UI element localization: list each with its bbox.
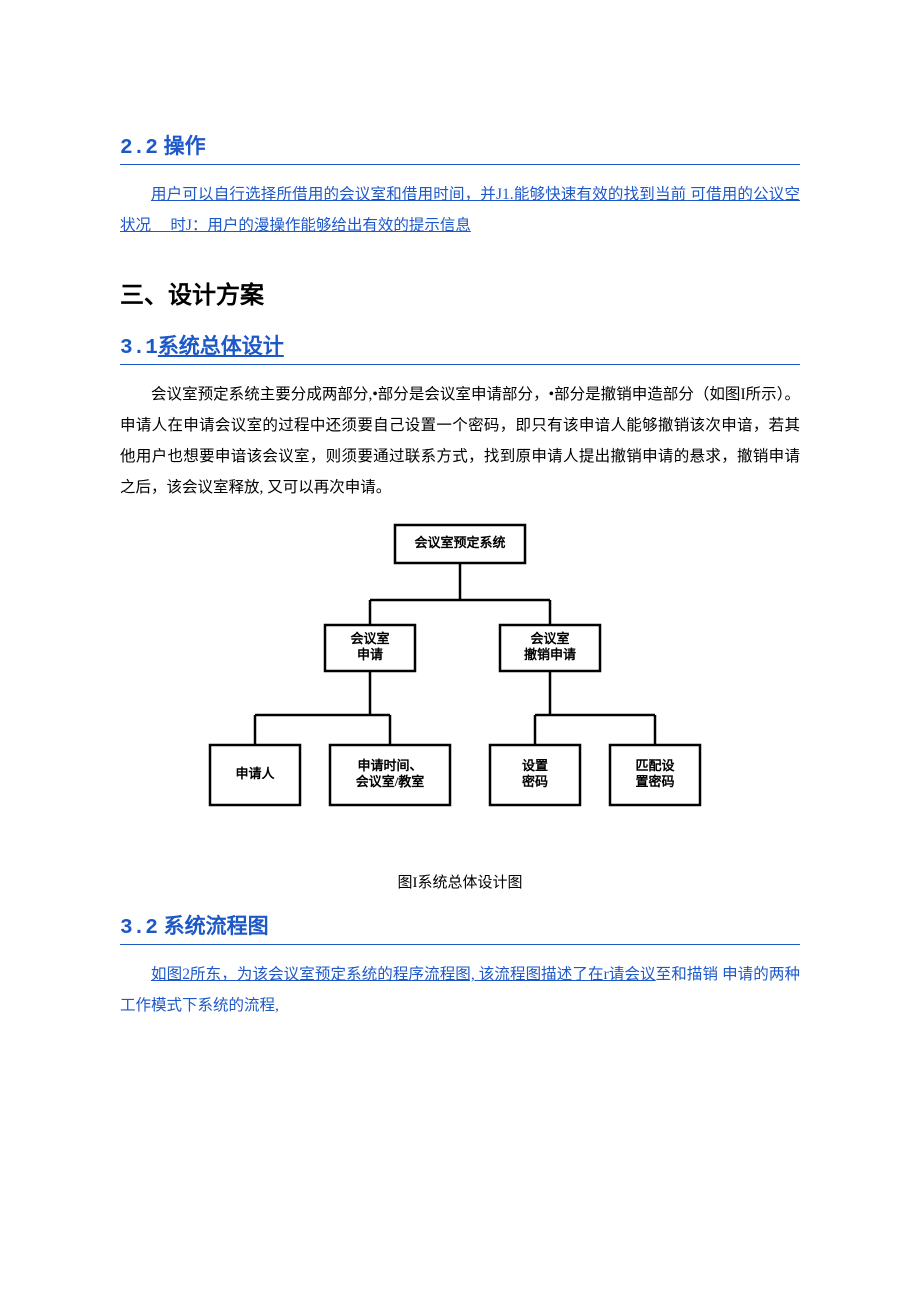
figure-1-tree-diagram: 会议室预定系统会议室申请会议室撤销申请申请⼈申请时间、会议室/教室设置密码匹配设…	[200, 515, 720, 865]
heading-3-2-num: 3.2	[120, 917, 158, 940]
section-3-2-body: 如图2所东，为该会议室预定系统的程序流程图, 该流程图描述了在r请会议⾄和描销 …	[120, 959, 800, 1021]
sec32-underlined: 如图2所东，为该会议室预定系统的程序流程图, 该流程图描述了在r请会议	[151, 966, 656, 983]
diagram-node-label: 设置密码	[521, 758, 548, 789]
heading-3-1-title: 系统总体设计	[158, 335, 284, 358]
heading-3-title: 三、设计⽅案	[120, 282, 264, 309]
section-2-2-body: 用户可以⾃⾏选择所借⽤的会议室和借⽤时间，并J1.能够快速有效的找到当前 可借⽤…	[120, 179, 800, 241]
section-3-1-body: 会议室预定系统主要分成两部分,•部分是会议室申请部分，•部分是撤销申造部分（如图…	[120, 379, 800, 503]
heading-2-2-title: 操作	[164, 135, 206, 158]
diagram-node-label: 匹配设置密码	[635, 758, 675, 789]
heading-3: 三、设计⽅案	[120, 275, 800, 310]
diagram-node-label: 会议室撤销申请	[524, 631, 576, 662]
sec22-seg3: 时J：⽤户的漫操作能够给出有效的提示信息	[170, 217, 471, 234]
sec22-seg1: 用户可以⾃⾏选择所借⽤的会议室和借⽤时间，并J1.能够快速有效的找到当前	[151, 186, 686, 203]
heading-2-2-num: 2.2	[120, 137, 158, 160]
heading-3-2-title: 系统流程图	[164, 915, 269, 938]
heading-3-1-num: 3.1	[120, 337, 158, 360]
heading-3-1: 3.1系统总体设计	[120, 330, 800, 365]
diagram-node-label: 申请⼈	[235, 766, 275, 781]
sec32-tail: ⾄和描销	[656, 966, 718, 983]
heading-2-2: 2.2 操作	[120, 130, 800, 165]
figure-1-caption: 图I系统总体设计图	[120, 871, 800, 892]
heading-3-2: 3.2 系统流程图	[120, 910, 800, 945]
diagram-node-label: 申请时间、会议室/教室	[356, 758, 425, 789]
figure-1-wrapper: 会议室预定系统会议室申请会议室撤销申请申请⼈申请时间、会议室/教室设置密码匹配设…	[120, 515, 800, 865]
diagram-node-label: 会议室预定系统	[414, 535, 505, 550]
